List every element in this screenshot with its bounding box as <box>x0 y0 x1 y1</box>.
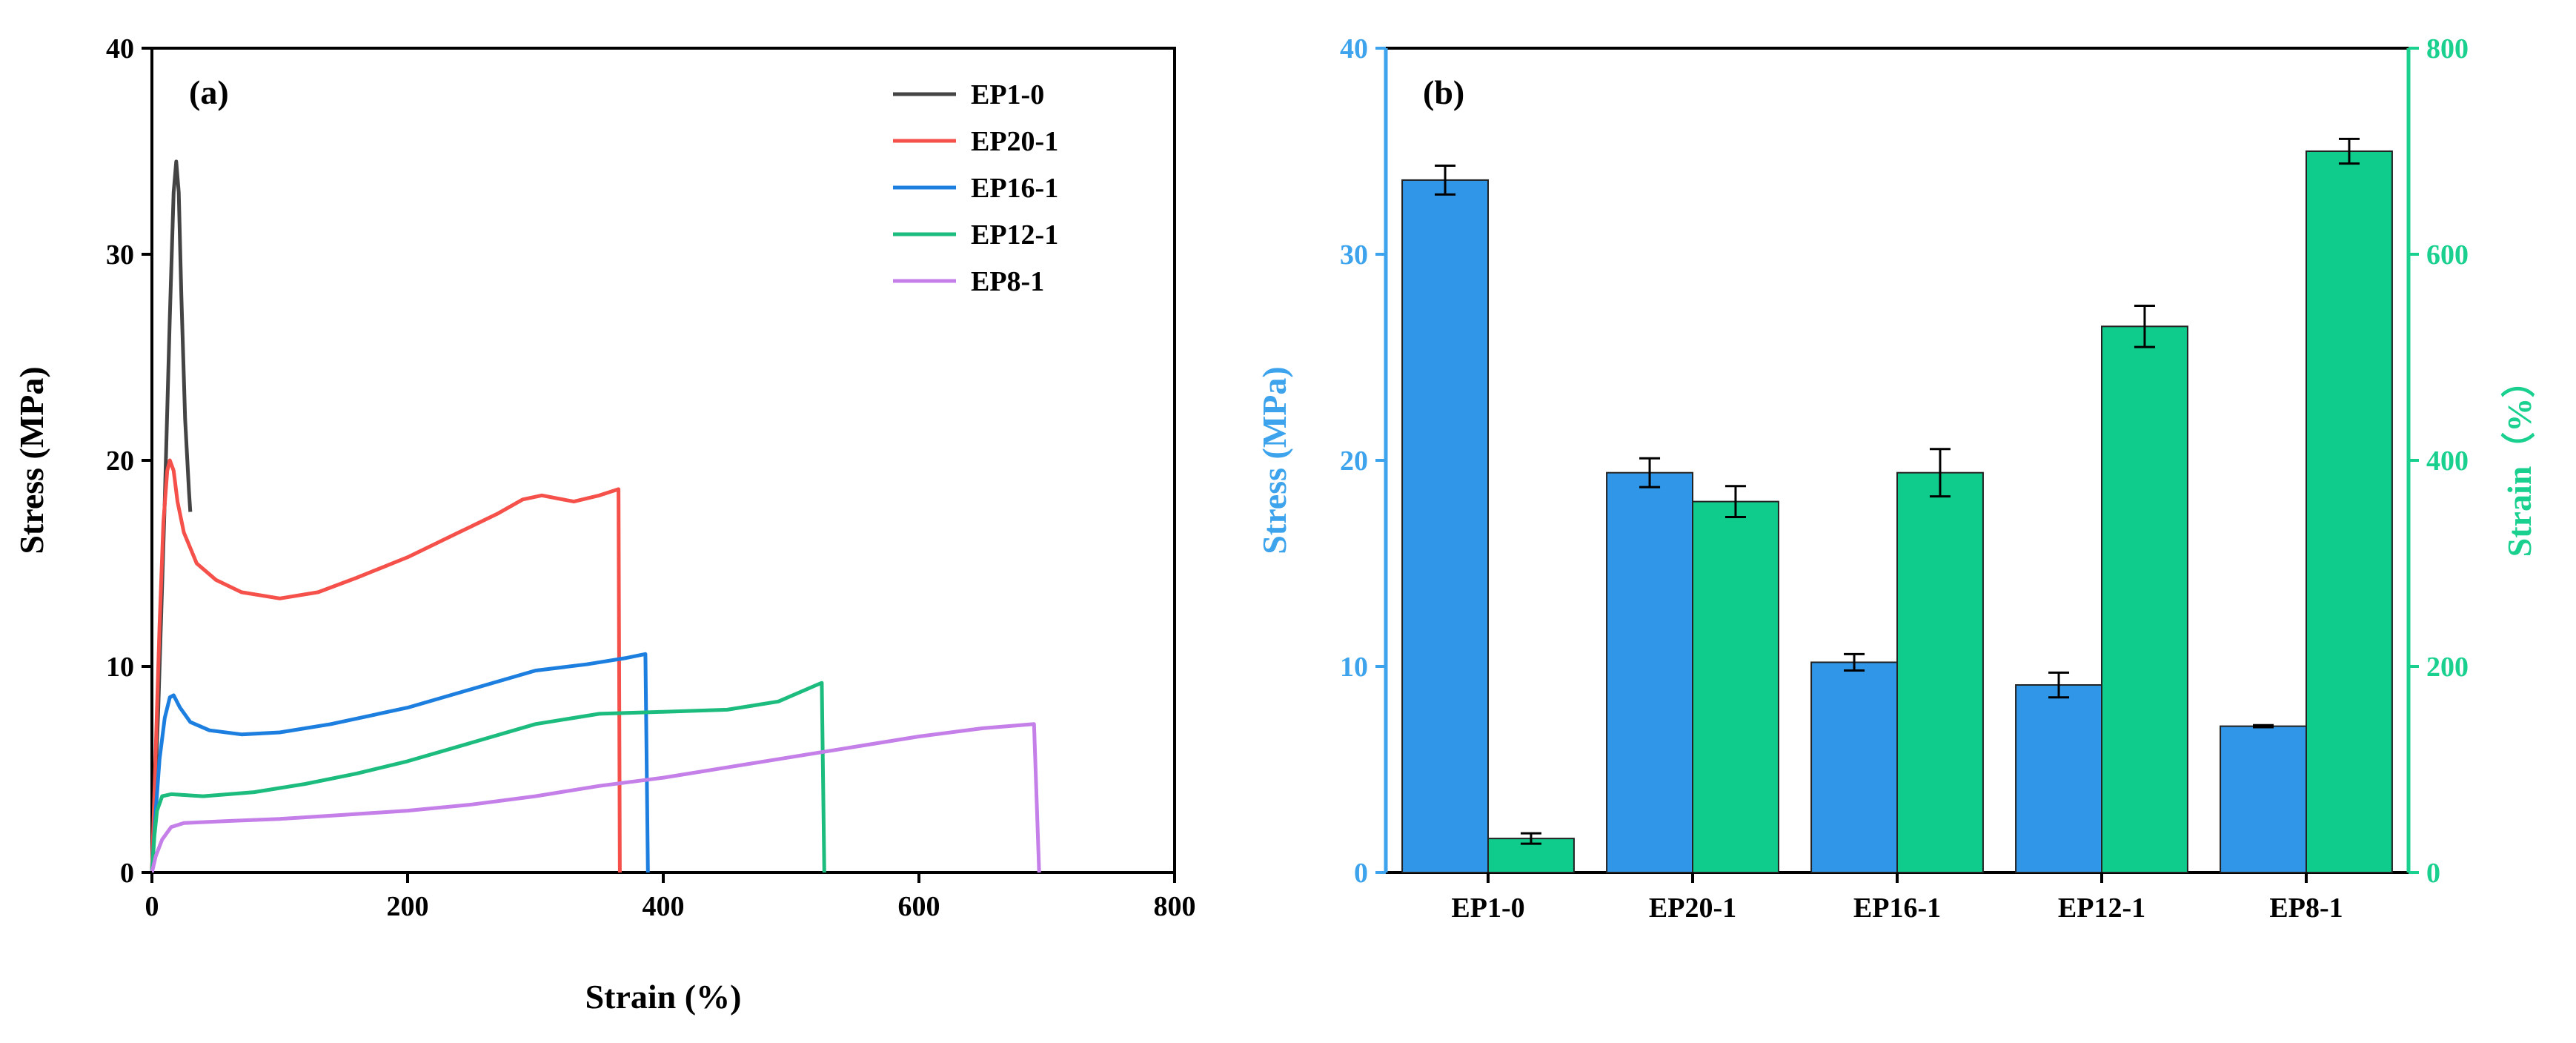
y-tick-label: 30 <box>106 239 134 271</box>
panel-a-label: (a) <box>189 73 229 111</box>
left-y-tick-label: 10 <box>1340 652 1368 683</box>
x-category-label: EP1-0 <box>1451 893 1524 924</box>
panel-b-right-axis-title: Strain（%） <box>2500 364 2538 557</box>
panel-a-legend: EP1-0 EP20-1 EP16-1 EP12-1 EP8-1 <box>893 79 1058 297</box>
bar-strain-ep20-1 <box>1692 500 1779 873</box>
panel-b-label: (b) <box>1423 73 1464 111</box>
left-y-tick-label: 20 <box>1340 446 1368 477</box>
left-y-tick-label: 0 <box>1354 858 1368 889</box>
panel-b-right-y-ticks: 0 200 400 600 800 <box>2409 33 2469 889</box>
panel-a-y-ticks: 0 10 20 30 40 <box>106 33 152 889</box>
legend-label-ep20-1: EP20-1 <box>971 126 1058 157</box>
panel-b-left-y-ticks: 0 10 20 30 40 <box>1340 33 1386 889</box>
panel-b-bar-chart: EP1-0 EP20-1 EP16-1 EP12-1 EP8-1 0 10 20 30 40 0… <box>1255 33 2538 924</box>
right-y-tick-label: 600 <box>2426 239 2469 271</box>
x-category-label: EP20-1 <box>1649 893 1736 924</box>
legend-label-ep12-1: EP12-1 <box>971 219 1058 251</box>
bar-stress-ep8-1 <box>2220 725 2308 873</box>
series-line-ep16-1 <box>150 652 650 873</box>
x-category-label: EP12-1 <box>2058 893 2145 924</box>
panel-a-series-group <box>150 159 1041 873</box>
panel-a-x-axis-title: Strain (%) <box>585 978 742 1016</box>
y-tick-label: 40 <box>106 33 134 64</box>
x-category-label: EP16-1 <box>1853 893 1941 924</box>
bar-stress-ep12-1 <box>2015 684 2103 874</box>
right-y-tick-label: 0 <box>2426 858 2440 889</box>
bar-strain-ep12-1 <box>2101 325 2188 873</box>
bar-strain-ep16-1 <box>1896 471 1984 873</box>
bar-strain-ep8-1 <box>2306 150 2393 873</box>
x-tick-label: 0 <box>145 891 159 922</box>
x-tick-label: 800 <box>1154 891 1196 922</box>
panel-a-x-ticks: 0 200 400 600 800 <box>145 873 1196 922</box>
bar-stress-ep1-0 <box>1401 179 1489 874</box>
bar-stress-ep20-1 <box>1606 471 1694 873</box>
y-tick-label: 20 <box>106 446 134 477</box>
left-y-tick-label: 40 <box>1340 33 1368 64</box>
series-line-ep12-1 <box>150 681 826 873</box>
panel-b-x-ticks: EP1-0 EP20-1 EP16-1 EP12-1 EP8-1 <box>1451 873 2343 924</box>
x-category-label: EP8-1 <box>2269 893 2343 924</box>
y-tick-label: 10 <box>106 652 134 683</box>
panel-a-plot-frame <box>150 47 1176 874</box>
panel-a-line-chart: 0 200 400 600 800 0 10 20 30 40 (a) Strain (%) S… <box>13 33 1196 1016</box>
left-y-tick-label: 30 <box>1340 239 1368 271</box>
series-line-ep8-1 <box>150 722 1041 873</box>
legend-label-ep8-1: EP8-1 <box>971 266 1044 297</box>
x-tick-label: 200 <box>387 891 429 922</box>
right-y-tick-label: 200 <box>2426 652 2469 683</box>
legend-label-ep1-0: EP1-0 <box>971 79 1044 110</box>
bar-stress-ep16-1 <box>1810 661 1899 873</box>
panel-b-left-axis-title: Stress (MPa) <box>1255 366 1293 554</box>
x-tick-label: 400 <box>643 891 685 922</box>
y-tick-label: 0 <box>120 858 134 889</box>
right-y-tick-label: 800 <box>2426 33 2469 64</box>
right-y-tick-label: 400 <box>2426 446 2469 477</box>
panel-b-bars <box>1401 137 2393 874</box>
panel-a-y-axis-title: Stress (MPa) <box>13 366 50 554</box>
x-tick-label: 600 <box>898 891 940 922</box>
legend-label-ep16-1: EP16-1 <box>971 173 1058 204</box>
series-line-ep20-1 <box>150 458 622 873</box>
